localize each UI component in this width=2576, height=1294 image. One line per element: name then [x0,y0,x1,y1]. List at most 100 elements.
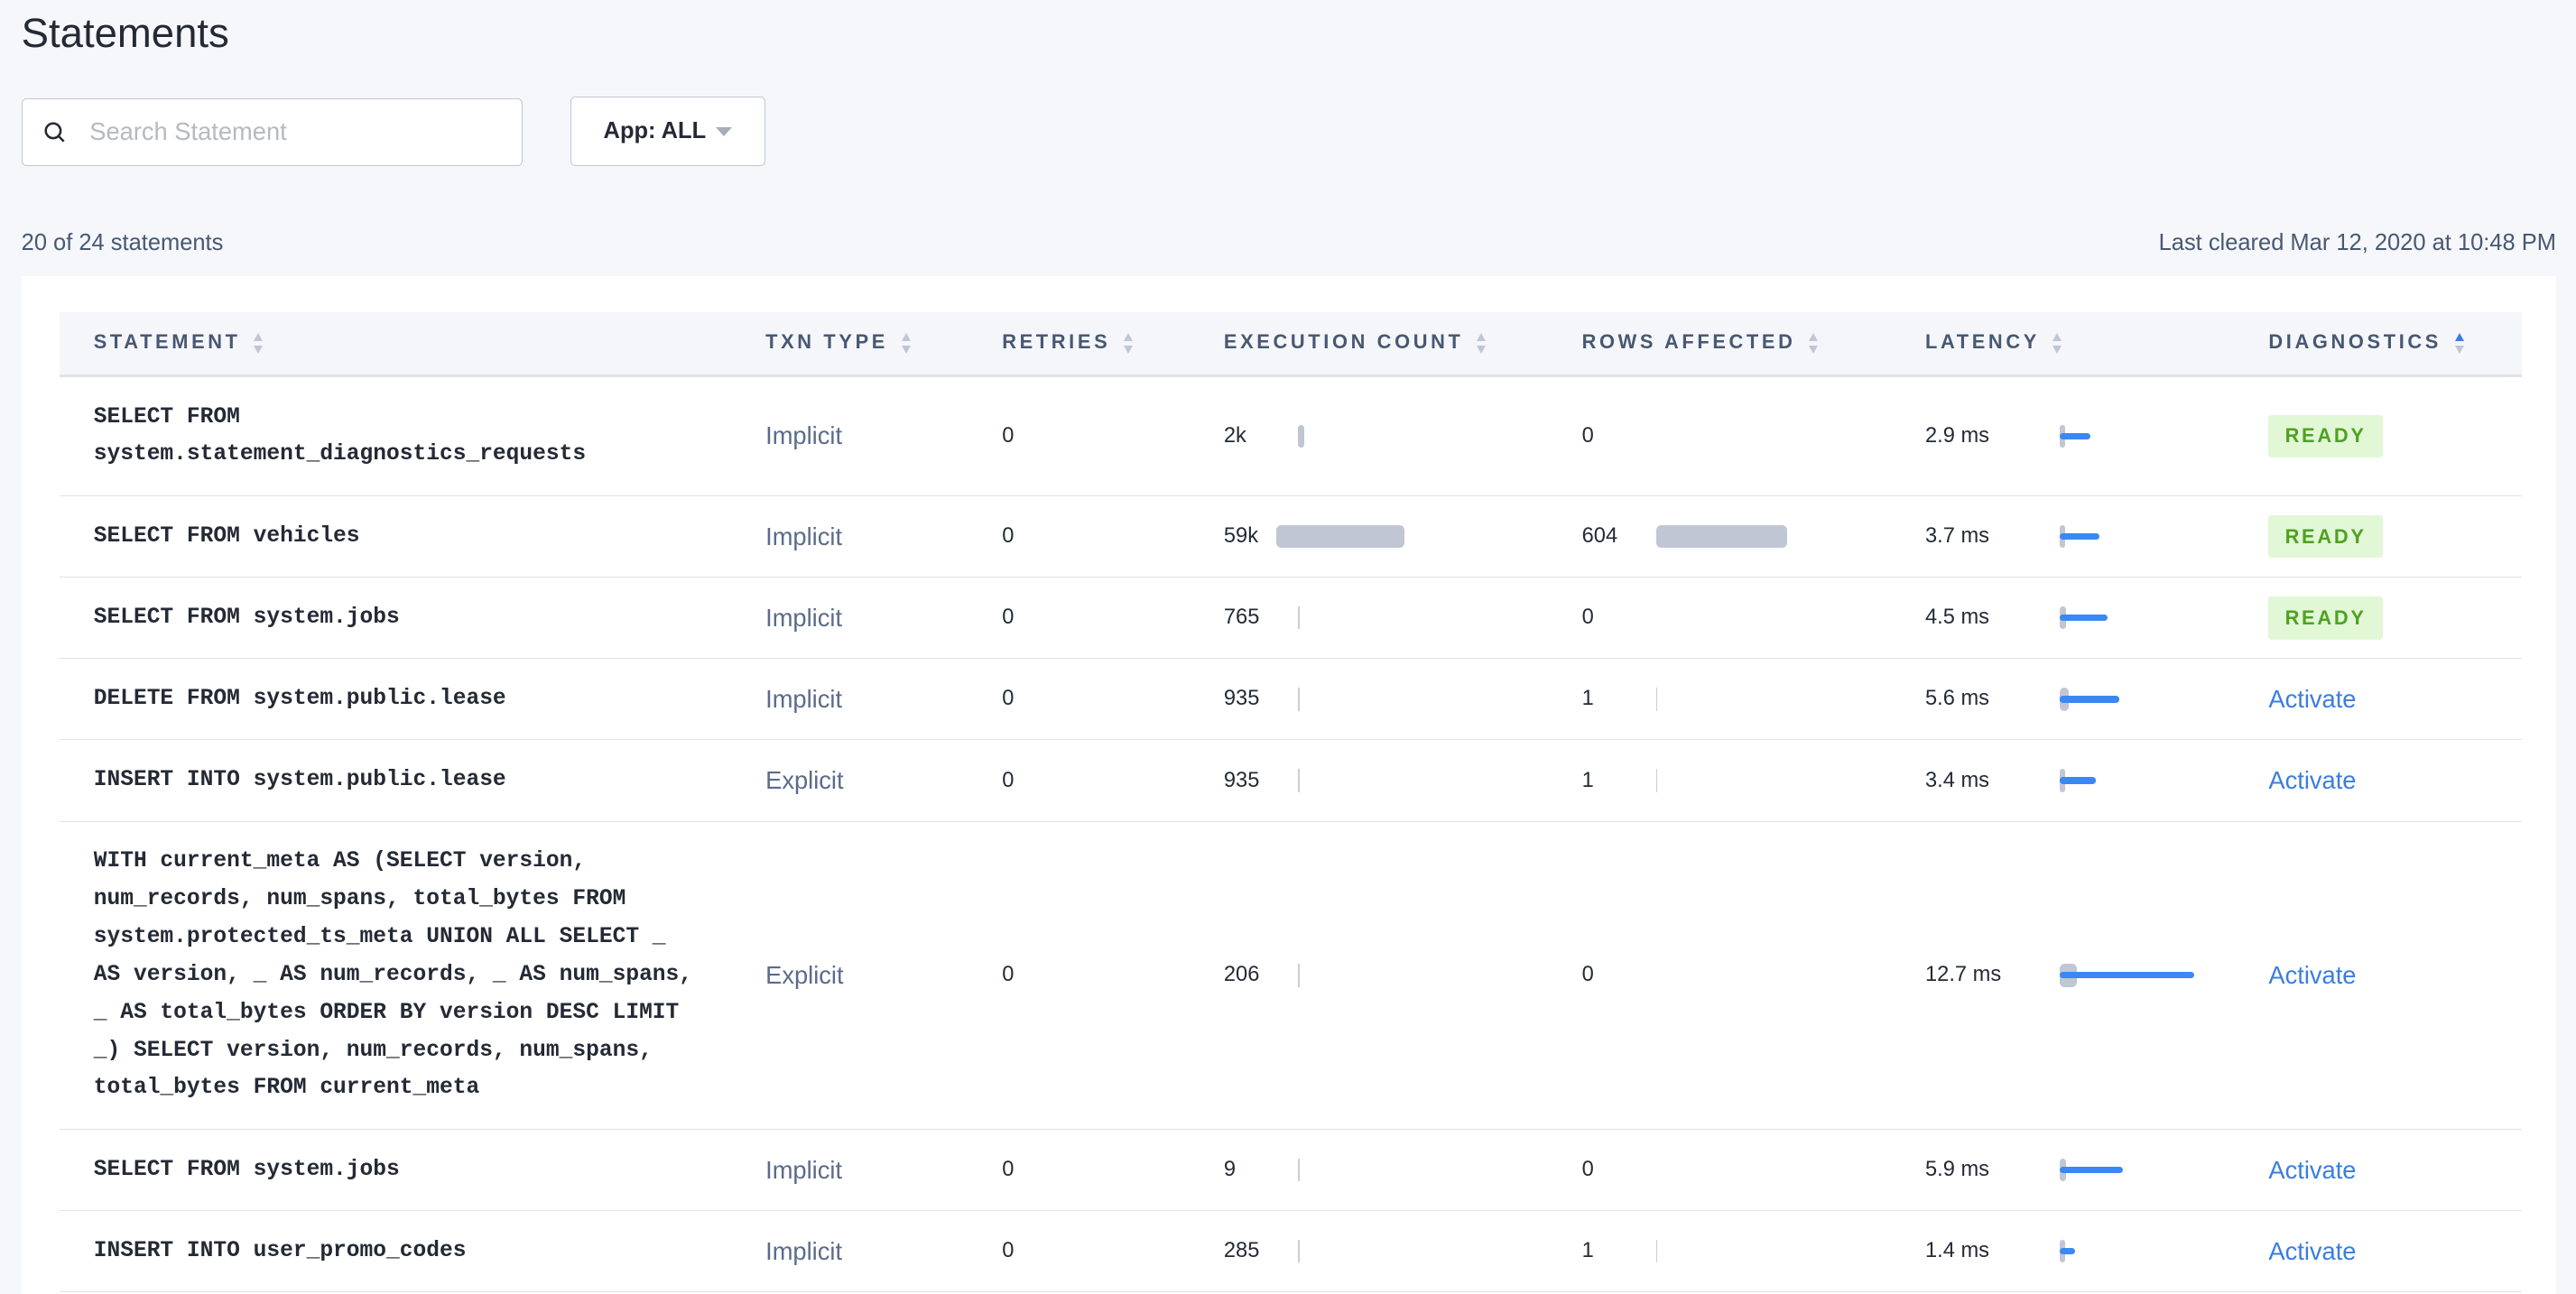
activate-link[interactable]: Activate [2268,1155,2357,1184]
statement-link[interactable]: WITH current_meta AS (SELECT version, nu… [93,849,693,1101]
column-header-label: EXECUTION COUNT [1223,330,1464,354]
rows-affected: 0 [1581,1158,1594,1182]
latency-mean-bar [2060,532,2099,541]
rows-affected-bar [1655,1240,1658,1263]
retries: 0 [1002,687,1015,711]
search-box[interactable] [21,98,523,166]
txn-type: Implicit [765,1236,843,1265]
latency: 2.9 ms [1925,423,1989,448]
rows-affected-bar [1655,688,1658,711]
latency-bar [2060,769,2208,792]
rows-affected: 0 [1581,423,1594,448]
statements-panel: STATEMENT TXN TYPE RETRIES EXECUTION COUNT R… [21,275,2556,1294]
rows-affected: 0 [1581,963,1594,987]
sort-icon[interactable] [254,328,264,358]
statement-link[interactable]: SELECT FROM system.statement_diagnostics… [93,404,587,467]
table-row[interactable]: SELECT FROM vehicles Implicit 0 59k 604 … [59,495,2522,578]
execution-count: 2k [1223,423,1246,448]
latency-bar [2060,1240,2208,1263]
statement-link[interactable]: SELECT FROM vehicles [93,523,360,549]
txn-type: Explicit [765,766,844,795]
statement-link[interactable]: SELECT FROM system.jobs [93,1157,400,1182]
column-header-retries[interactable]: RETRIES [1002,311,1224,377]
retries: 0 [1002,768,1015,792]
table-row[interactable]: INSERT INTO user_promo_codes Implicit 0 … [59,1210,2522,1293]
sort-icon[interactable] [901,328,911,358]
table-row[interactable]: WITH current_meta AS (SELECT version, nu… [59,821,2522,1130]
txn-type: Implicit [765,1155,843,1184]
latency-mean-bar [2060,1248,2075,1255]
column-header-diagnostics[interactable]: DIAGNOSTICS [2268,311,2522,377]
latency-mean-bar [2060,615,2108,622]
sort-icon[interactable] [1477,328,1487,358]
column-header-label: ROWS AFFECTED [1581,330,1796,354]
execution-count-bar [1297,424,1305,448]
sort-icon[interactable] [2052,328,2062,358]
latency: 3.7 ms [1925,524,1989,549]
table-row[interactable]: SELECT FROM system.statement_diagnostics… [59,375,2522,496]
execution-count-bar [1276,524,1405,549]
txn-type: Implicit [765,522,843,550]
rows-affected: 0 [1581,605,1594,630]
table-row[interactable]: SELECT FROM system.jobs Implicit 0 765 0… [59,577,2522,660]
table-row[interactable]: INSERT INTO system.public.lease Explicit… [59,739,2522,822]
execution-count-bar [1297,688,1300,711]
execution-count: 285 [1223,1239,1260,1263]
table-row[interactable]: SELECT FROM system.jobs Implicit 0 9 0 5… [59,1129,2522,1212]
app-filter-dropdown[interactable]: App: ALL [570,97,766,166]
sort-icon[interactable] [2454,328,2464,358]
retries: 0 [1002,423,1015,448]
retries: 0 [1002,1158,1015,1182]
rows-affected: 604 [1581,524,1618,549]
latency: 1.4 ms [1925,1239,1989,1263]
retries: 0 [1002,605,1015,630]
statement-count: 20 of 24 statements [21,229,224,255]
activate-link[interactable]: Activate [2268,960,2357,989]
latency-mean-bar [2060,777,2097,784]
activate-link[interactable]: Activate [2268,766,2357,795]
activate-link[interactable]: Activate [2268,684,2357,713]
search-input[interactable] [86,116,487,149]
ready-badge: READY [2268,514,2383,559]
column-header-label: STATEMENT [93,330,241,354]
column-header-label: DIAGNOSTICS [2268,330,2442,354]
retries: 0 [1002,524,1015,549]
statement-link[interactable]: DELETE FROM system.public.lease [93,686,506,711]
column-header-statement[interactable]: STATEMENT [59,311,766,377]
rows-affected-bar [1655,524,1788,549]
txn-type: Implicit [765,684,843,713]
column-header-label: LATENCY [1925,330,2040,354]
execution-count-bar [1297,1158,1300,1182]
rows-affected: 1 [1581,1239,1594,1263]
latency-bar [2060,964,2208,987]
sort-icon[interactable] [1123,328,1133,358]
ready-badge: READY [2268,414,2383,458]
statement-link[interactable]: SELECT FROM system.jobs [93,605,400,630]
latency-bar [2060,424,2208,448]
rows-affected: 1 [1581,687,1594,711]
sort-icon[interactable] [1809,328,1819,358]
latency-mean-bar [2060,696,2120,703]
latency: 5.6 ms [1925,687,1989,711]
retries: 0 [1002,1239,1015,1263]
page-title: Statements [21,9,229,56]
rows-affected: 1 [1581,768,1594,792]
latency: 5.9 ms [1925,1158,1989,1182]
execution-count: 935 [1223,768,1260,792]
latency: 12.7 ms [1925,963,2002,987]
latency-mean-bar [2060,432,2091,440]
column-header-rows-affected[interactable]: ROWS AFFECTED [1581,311,1925,377]
table-header-row: STATEMENT TXN TYPE RETRIES EXECUTION COUNT R… [59,311,2522,377]
execution-count: 59k [1223,524,1259,549]
latency: 3.4 ms [1925,768,1989,792]
column-header-txn-type[interactable]: TXN TYPE [765,311,1003,377]
table-row[interactable]: DELETE FROM system.public.lease Implicit… [59,658,2522,741]
execution-count-bar [1297,769,1300,792]
retries: 0 [1002,963,1015,987]
statement-link[interactable]: INSERT INTO system.public.lease [93,768,506,793]
activate-link[interactable]: Activate [2268,1236,2357,1265]
statement-link[interactable]: INSERT INTO user_promo_codes [93,1238,467,1263]
latency: 4.5 ms [1925,605,1989,630]
column-header-latency[interactable]: LATENCY [1925,311,2269,377]
column-header-execution-count[interactable]: EXECUTION COUNT [1223,311,1582,377]
